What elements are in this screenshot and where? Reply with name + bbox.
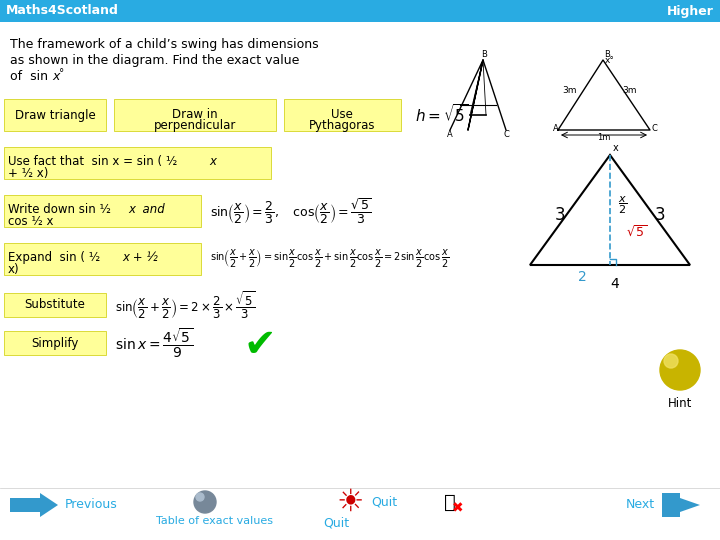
FancyBboxPatch shape <box>0 0 720 22</box>
FancyBboxPatch shape <box>4 331 106 355</box>
FancyBboxPatch shape <box>4 147 271 179</box>
Text: $\sin x = \dfrac{4\sqrt{5}}{9}$: $\sin x = \dfrac{4\sqrt{5}}{9}$ <box>115 326 193 360</box>
Text: A: A <box>447 130 453 139</box>
Text: ✔: ✔ <box>243 326 276 364</box>
Text: C: C <box>651 124 657 133</box>
Text: B: B <box>604 50 610 59</box>
Polygon shape <box>10 493 58 517</box>
Text: 📱: 📱 <box>444 492 456 511</box>
Text: The framework of a child’s swing has dimensions: The framework of a child’s swing has dim… <box>10 38 319 51</box>
FancyBboxPatch shape <box>4 293 106 317</box>
FancyBboxPatch shape <box>114 99 276 131</box>
Text: 3m: 3m <box>563 86 577 95</box>
Text: Previous: Previous <box>65 498 118 511</box>
Text: Use fact that  sin x = sin ( ½: Use fact that sin x = sin ( ½ <box>8 155 181 168</box>
Text: x: x <box>52 70 59 83</box>
Text: as shown in the diagram. Find the exact value: as shown in the diagram. Find the exact … <box>10 54 300 67</box>
Text: °: ° <box>59 68 64 78</box>
Text: x  and: x and <box>128 203 165 216</box>
Text: x: x <box>209 155 216 168</box>
Text: Next: Next <box>626 498 655 511</box>
Text: A: A <box>553 124 559 133</box>
Text: x: x <box>613 143 618 153</box>
Text: Table of exact values: Table of exact values <box>156 516 274 526</box>
FancyBboxPatch shape <box>4 99 106 131</box>
Text: Pythagoras: Pythagoras <box>309 119 375 132</box>
FancyBboxPatch shape <box>4 243 201 275</box>
Text: $\dfrac{x}{2}$: $\dfrac{x}{2}$ <box>618 194 627 216</box>
Text: B: B <box>481 50 487 59</box>
Text: Draw triangle: Draw triangle <box>14 109 95 122</box>
Text: + ½ x): + ½ x) <box>8 167 48 180</box>
Text: Maths4Scotland: Maths4Scotland <box>6 4 119 17</box>
Text: ✖: ✖ <box>452 501 464 515</box>
Circle shape <box>196 493 204 501</box>
Text: $h = \sqrt{5}$: $h = \sqrt{5}$ <box>415 103 468 125</box>
Text: cos ½ x: cos ½ x <box>8 215 53 228</box>
Text: Use: Use <box>331 108 353 121</box>
Text: 1m: 1m <box>598 133 611 142</box>
Text: Higher: Higher <box>667 4 714 17</box>
Text: C: C <box>503 130 509 139</box>
Circle shape <box>660 350 700 390</box>
Text: 4: 4 <box>611 277 619 291</box>
Text: 3: 3 <box>654 206 665 224</box>
Polygon shape <box>662 493 700 517</box>
FancyBboxPatch shape <box>0 22 720 488</box>
FancyBboxPatch shape <box>0 488 720 540</box>
Text: of  sin: of sin <box>10 70 52 83</box>
FancyBboxPatch shape <box>4 195 201 227</box>
Text: ☀: ☀ <box>336 488 364 516</box>
Text: 3: 3 <box>554 206 565 224</box>
Text: x): x) <box>8 263 19 276</box>
Text: $\sin\!\left(\dfrac{x}{2}+\dfrac{x}{2}\right)=2\times\dfrac{2}{3}\times\dfrac{\s: $\sin\!\left(\dfrac{x}{2}+\dfrac{x}{2}\r… <box>115 289 256 321</box>
Text: Simplify: Simplify <box>31 336 78 349</box>
Text: x + ½: x + ½ <box>122 251 158 264</box>
Text: Expand  sin ( ½: Expand sin ( ½ <box>8 251 104 264</box>
Text: perpendicular: perpendicular <box>154 119 236 132</box>
Text: $\sqrt{5}$: $\sqrt{5}$ <box>626 225 647 240</box>
Circle shape <box>194 491 216 513</box>
Text: Quit: Quit <box>323 516 349 529</box>
Text: Write down sin ½: Write down sin ½ <box>8 203 114 216</box>
Text: Substitute: Substitute <box>24 299 86 312</box>
Text: x°: x° <box>605 56 615 65</box>
Text: Hint: Hint <box>668 397 692 410</box>
Text: 2: 2 <box>577 270 586 284</box>
Circle shape <box>664 354 678 368</box>
Text: $\sin\!\left(\dfrac{x}{2}\right)=\dfrac{2}{3},\quad\cos\!\left(\dfrac{x}{2}\righ: $\sin\!\left(\dfrac{x}{2}\right)=\dfrac{… <box>210 196 372 226</box>
Text: $\sin\!\left(\dfrac{x}{2}+\dfrac{x}{2}\right)=\sin\dfrac{x}{2}\cos\dfrac{x}{2}+\: $\sin\!\left(\dfrac{x}{2}+\dfrac{x}{2}\r… <box>210 247 449 269</box>
FancyBboxPatch shape <box>284 99 401 131</box>
Text: Quit: Quit <box>371 496 397 509</box>
Text: 3m: 3m <box>623 86 637 95</box>
Text: Draw in: Draw in <box>172 108 218 121</box>
